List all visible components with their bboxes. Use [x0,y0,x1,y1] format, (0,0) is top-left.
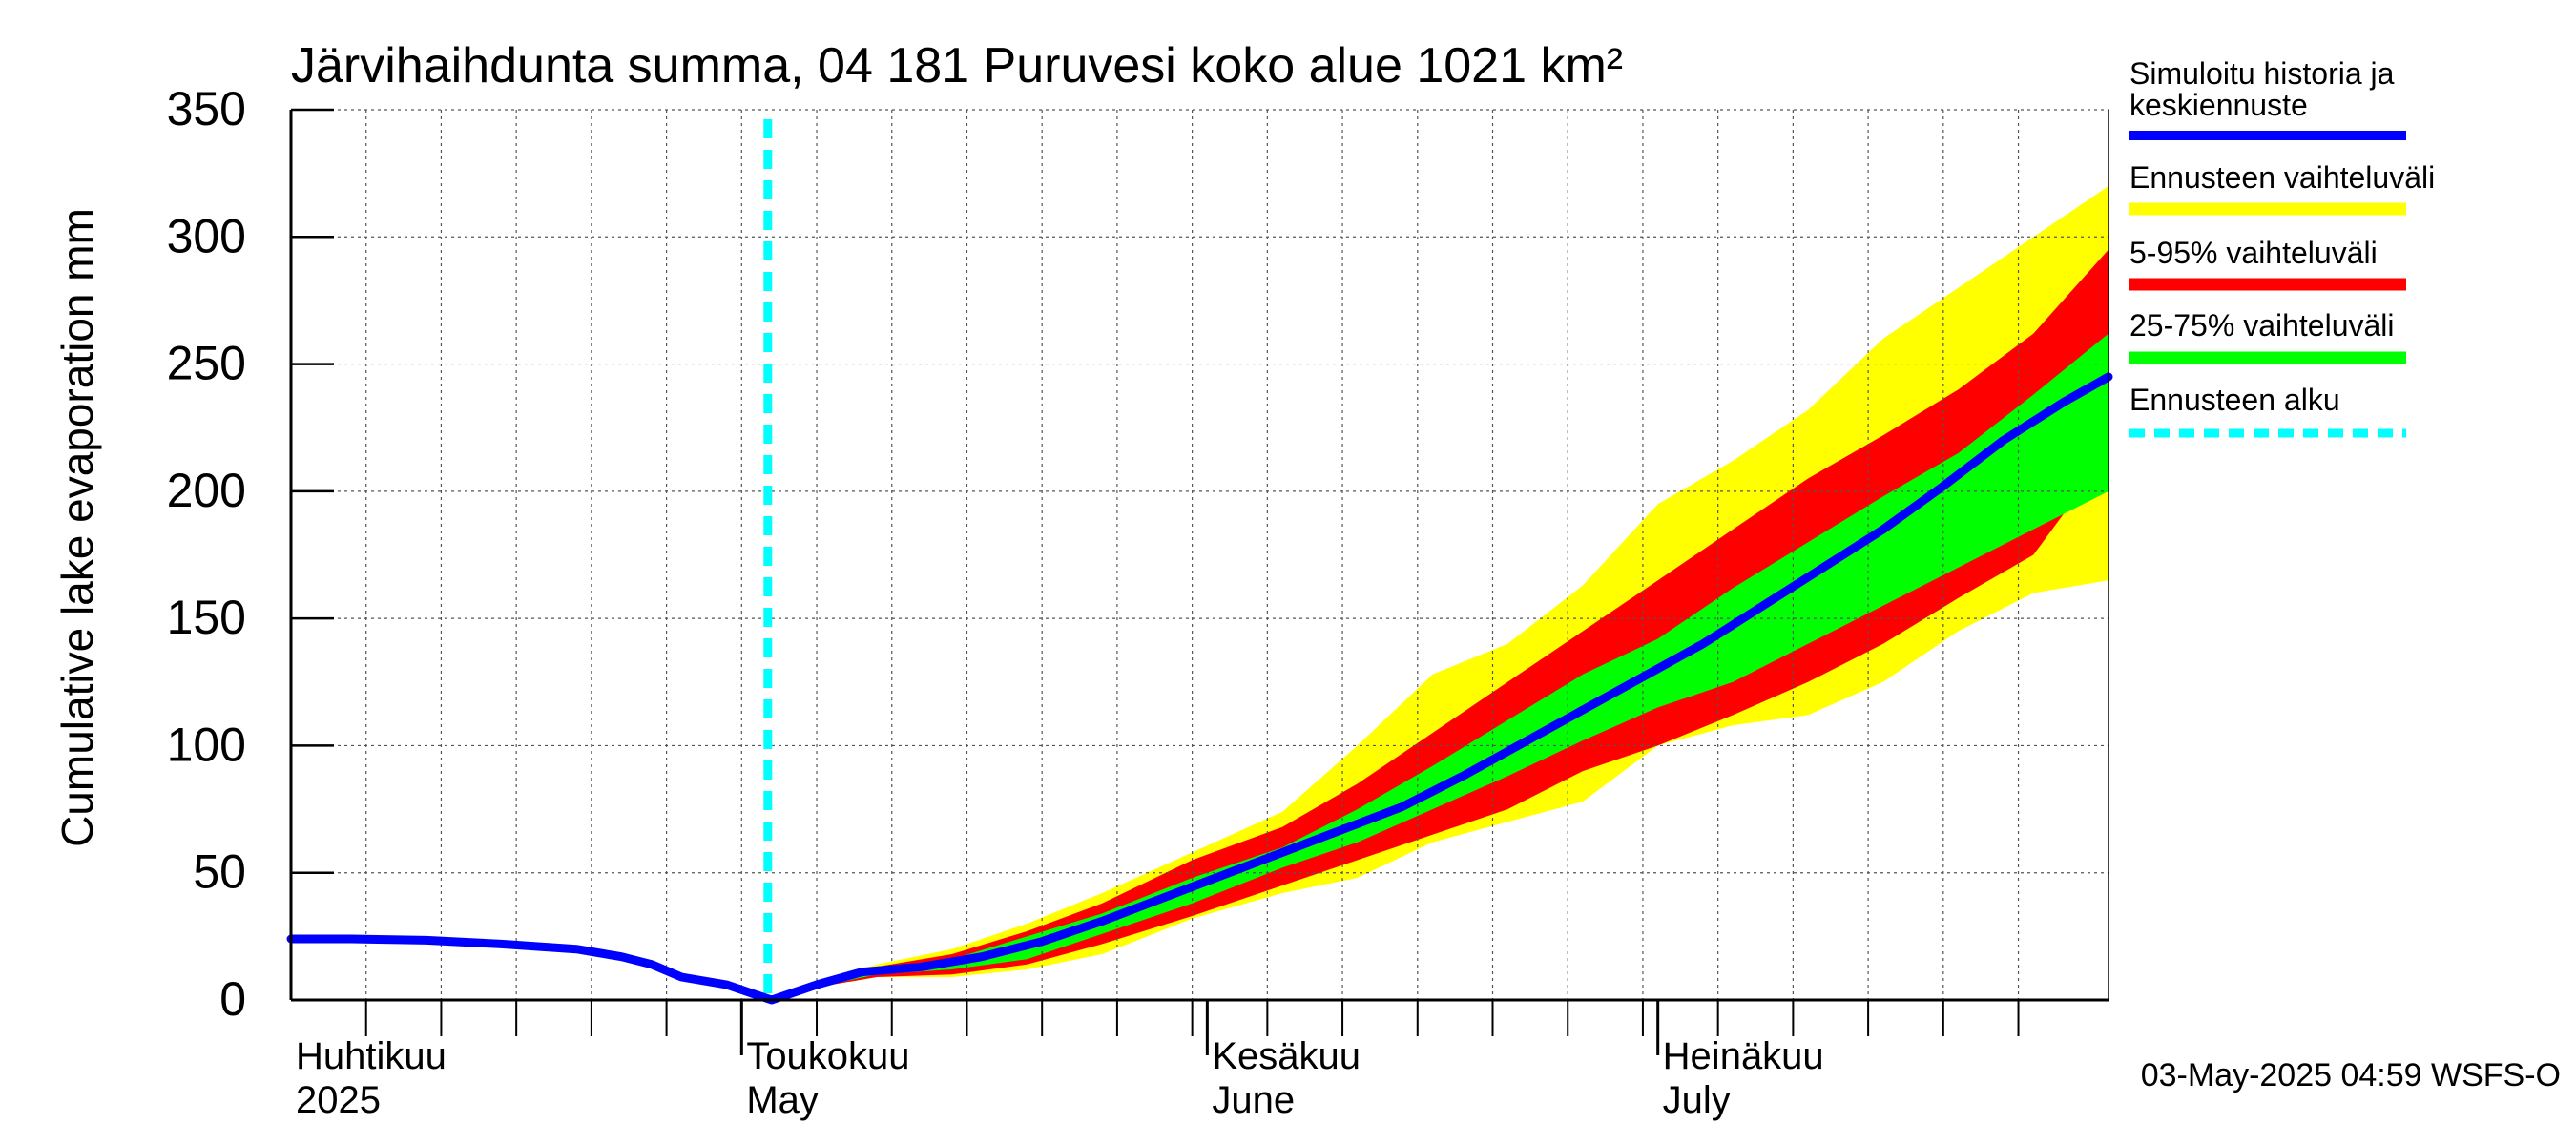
month-label-0: Huhtikuu [296,1035,447,1077]
y-tick-label-300: 300 [167,209,246,262]
chart-title: Järvihaihdunta summa, 04 181 Puruvesi ko… [291,38,1623,94]
y-tick-label-200: 200 [167,464,246,517]
y-tick-label-100: 100 [167,718,246,771]
y-tick-label-150: 150 [167,591,246,644]
legend-label-2: 5-95% vaihteluväli [2129,236,2378,270]
month-sublabel-1: May [746,1079,819,1121]
mean-series [286,372,2113,1005]
y-tick-label-250: 250 [167,337,246,390]
month-sublabel-3: July [1663,1079,1731,1121]
grid [291,109,2109,1000]
y-tick-labels: 0 50 100 150 200 250 300 350 [167,82,246,1026]
footer-timestamp: 03-May-2025 04:59 WSFS-O [2141,1057,2561,1093]
series-line-0 [286,372,2113,1005]
legend-label-3: 25-75% vaihteluväli [2129,308,2395,343]
y-tick-label-0: 0 [219,972,246,1026]
legend-label-1: Ennusteen vaihteluväli [2129,160,2435,195]
legend-label-4: Ennusteen alku [2129,383,2340,417]
legend: Simuloitu historia ja keskiennuste Ennuste… [2129,56,2435,438]
y-tick-label-350: 350 [167,82,246,135]
month-sublabel-0: 2025 [296,1079,381,1121]
y-tick-label-50: 50 [193,845,246,899]
month-sublabel-2: June [1212,1079,1295,1121]
month-label-2: Kesäkuu [1212,1035,1361,1077]
month-label-1: Toukokuu [746,1035,909,1077]
forecast-bands [771,186,2109,1001]
axes [289,108,2109,1055]
legend-label-0: Simuloitu historia ja keskiennuste [2129,56,2395,122]
y-axis-label: Cumulative lake evaporation mm [52,208,102,847]
month-label-3: Heinäkuu [1663,1035,1824,1077]
